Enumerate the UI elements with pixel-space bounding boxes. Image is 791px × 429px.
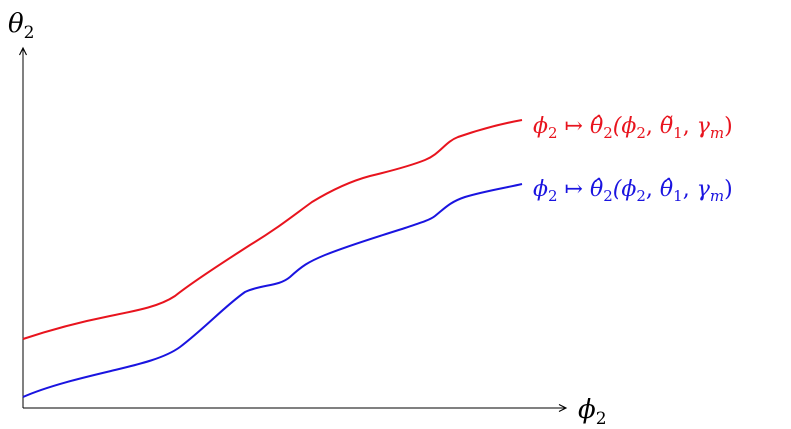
y-axis-label: θ2	[8, 9, 34, 43]
red-curve	[22, 119, 523, 340]
x-axis-label: ϕ2	[578, 395, 607, 429]
blue-curve	[22, 183, 523, 398]
blue-curve-label: ϕ2 ↦ θ̂2(ϕ2, θ̂1, γm)	[533, 177, 733, 205]
red-curve-label: ϕ2 ↦ θ̂2(ϕ2, θ̃1, γm)	[533, 114, 733, 142]
